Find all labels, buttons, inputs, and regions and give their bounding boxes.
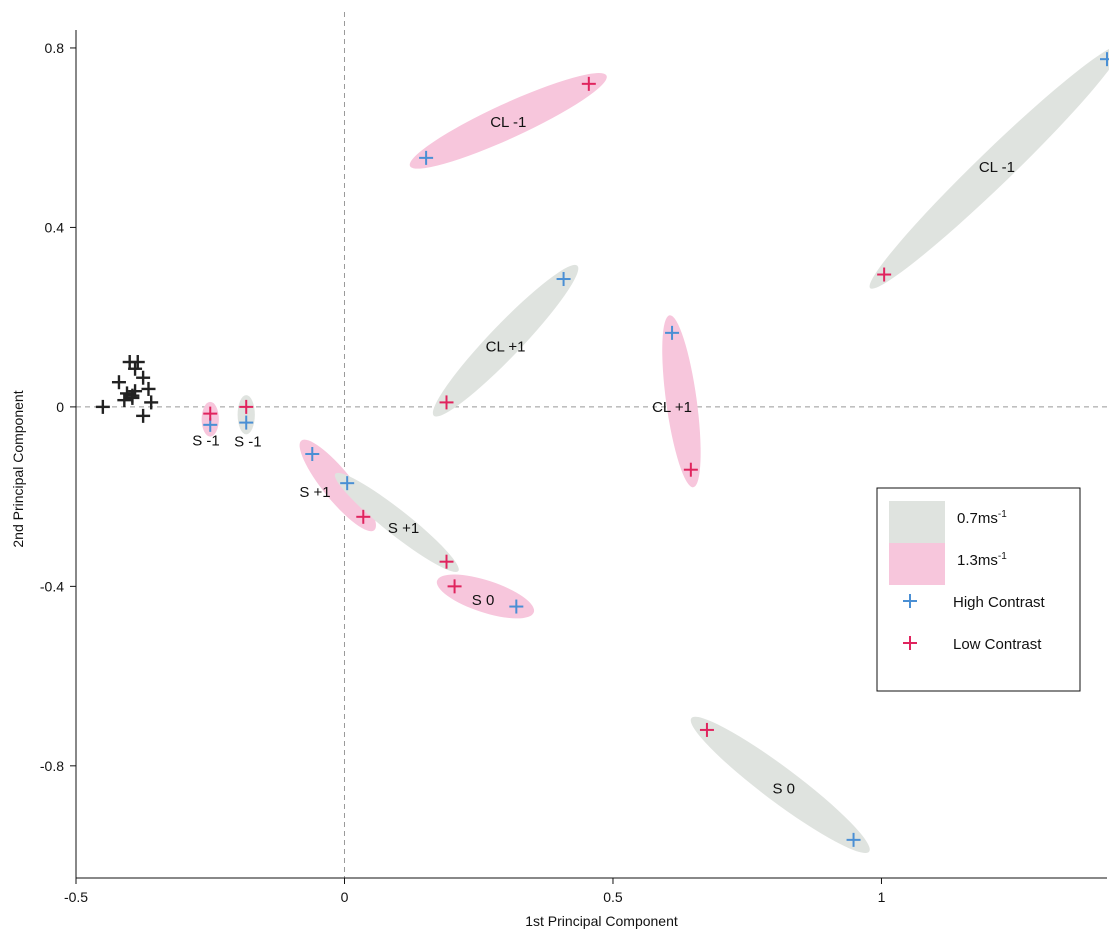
data-point-high-contrast	[556, 272, 571, 287]
y-tick-label: 0.8	[45, 40, 65, 56]
data-point-high-contrast	[419, 150, 434, 165]
data-point-baseline	[128, 361, 143, 376]
group-label: CL -1	[490, 114, 526, 131]
data-point-baseline	[130, 355, 145, 370]
group-ellipses	[201, 44, 1109, 853]
group-label: CL +1	[652, 399, 692, 416]
y-axis-title: 2nd Principal Component	[10, 390, 26, 547]
y-tick-label: -0.4	[40, 578, 64, 594]
group-ellipse	[432, 264, 579, 417]
legend-label: 1.3ms-1	[957, 551, 1007, 569]
group-label: CL +1	[486, 338, 526, 355]
axes	[75, 30, 1107, 879]
group-ellipse	[334, 472, 459, 572]
data-point-baseline	[144, 395, 159, 410]
data-points	[95, 52, 1109, 847]
data-point-high-contrast	[846, 832, 861, 847]
legend-swatch	[889, 543, 945, 585]
data-point-high-contrast	[509, 599, 524, 614]
group-ellipse	[299, 439, 376, 532]
data-point-low-contrast	[439, 395, 454, 410]
data-point-low-contrast	[581, 76, 596, 91]
x-axis-ticks: -0.5 0 0.5 1	[64, 878, 886, 905]
reference-lines	[76, 12, 1107, 878]
data-point-high-contrast	[665, 325, 680, 340]
x-tick-label: 0	[341, 889, 349, 905]
legend-label: High Contrast	[953, 594, 1046, 611]
data-point-low-contrast	[203, 406, 218, 421]
group-ellipse	[409, 73, 607, 169]
legend: 0.7ms-1 1.3ms-1 High Contrast Low Contrast	[876, 487, 1081, 692]
data-point-baseline	[95, 399, 110, 414]
y-tick-label: 0	[56, 399, 64, 415]
data-point-high-contrast	[239, 415, 254, 430]
data-point-baseline	[117, 393, 132, 408]
data-point-low-contrast	[877, 267, 892, 282]
group-ellipse	[237, 395, 255, 435]
x-tick-label: 0.5	[603, 889, 623, 905]
ellipse-labels: CL -1 CL -1 CL +1 CL +1 S -1 S -1 S +1 S +1 S 0 S…	[192, 114, 1015, 797]
data-point-low-contrast	[447, 579, 462, 594]
x-axis-title: 1st Principal Component	[525, 913, 678, 929]
y-tick-label: -0.8	[40, 758, 64, 774]
y-axis-ticks: 0.8 0.4 0 -0.4 -0.8	[40, 40, 76, 774]
data-point-low-contrast	[239, 399, 254, 414]
legend-label: Low Contrast	[953, 636, 1042, 653]
y-tick-label: 0.4	[45, 219, 65, 235]
group-label: S +1	[388, 520, 419, 537]
group-label: S +1	[299, 484, 330, 501]
legend-swatch	[889, 501, 945, 543]
data-point-baseline	[136, 370, 151, 385]
data-point-baseline	[136, 408, 151, 423]
group-label: S -1	[192, 433, 220, 450]
legend-label: 0.7ms-1	[957, 509, 1007, 527]
data-point-baseline	[111, 375, 126, 390]
group-ellipse	[690, 716, 870, 853]
group-label: CL -1	[979, 159, 1015, 176]
data-point-low-contrast	[683, 462, 698, 477]
group-label: S 0	[472, 592, 495, 609]
data-point-low-contrast	[439, 554, 454, 569]
data-point-low-contrast	[356, 509, 371, 524]
data-point-high-contrast	[1100, 52, 1109, 67]
data-point-baseline	[141, 381, 156, 396]
x-tick-label: 1	[878, 889, 886, 905]
data-point-high-contrast	[305, 447, 320, 461]
group-ellipse	[869, 44, 1109, 289]
group-label: S 0	[772, 780, 795, 797]
data-point-baseline	[125, 388, 140, 403]
group-ellipse	[662, 315, 701, 488]
data-point-high-contrast	[340, 476, 355, 491]
group-label: S -1	[234, 433, 262, 450]
data-point-low-contrast	[699, 722, 714, 737]
x-tick-label: -0.5	[64, 889, 88, 905]
